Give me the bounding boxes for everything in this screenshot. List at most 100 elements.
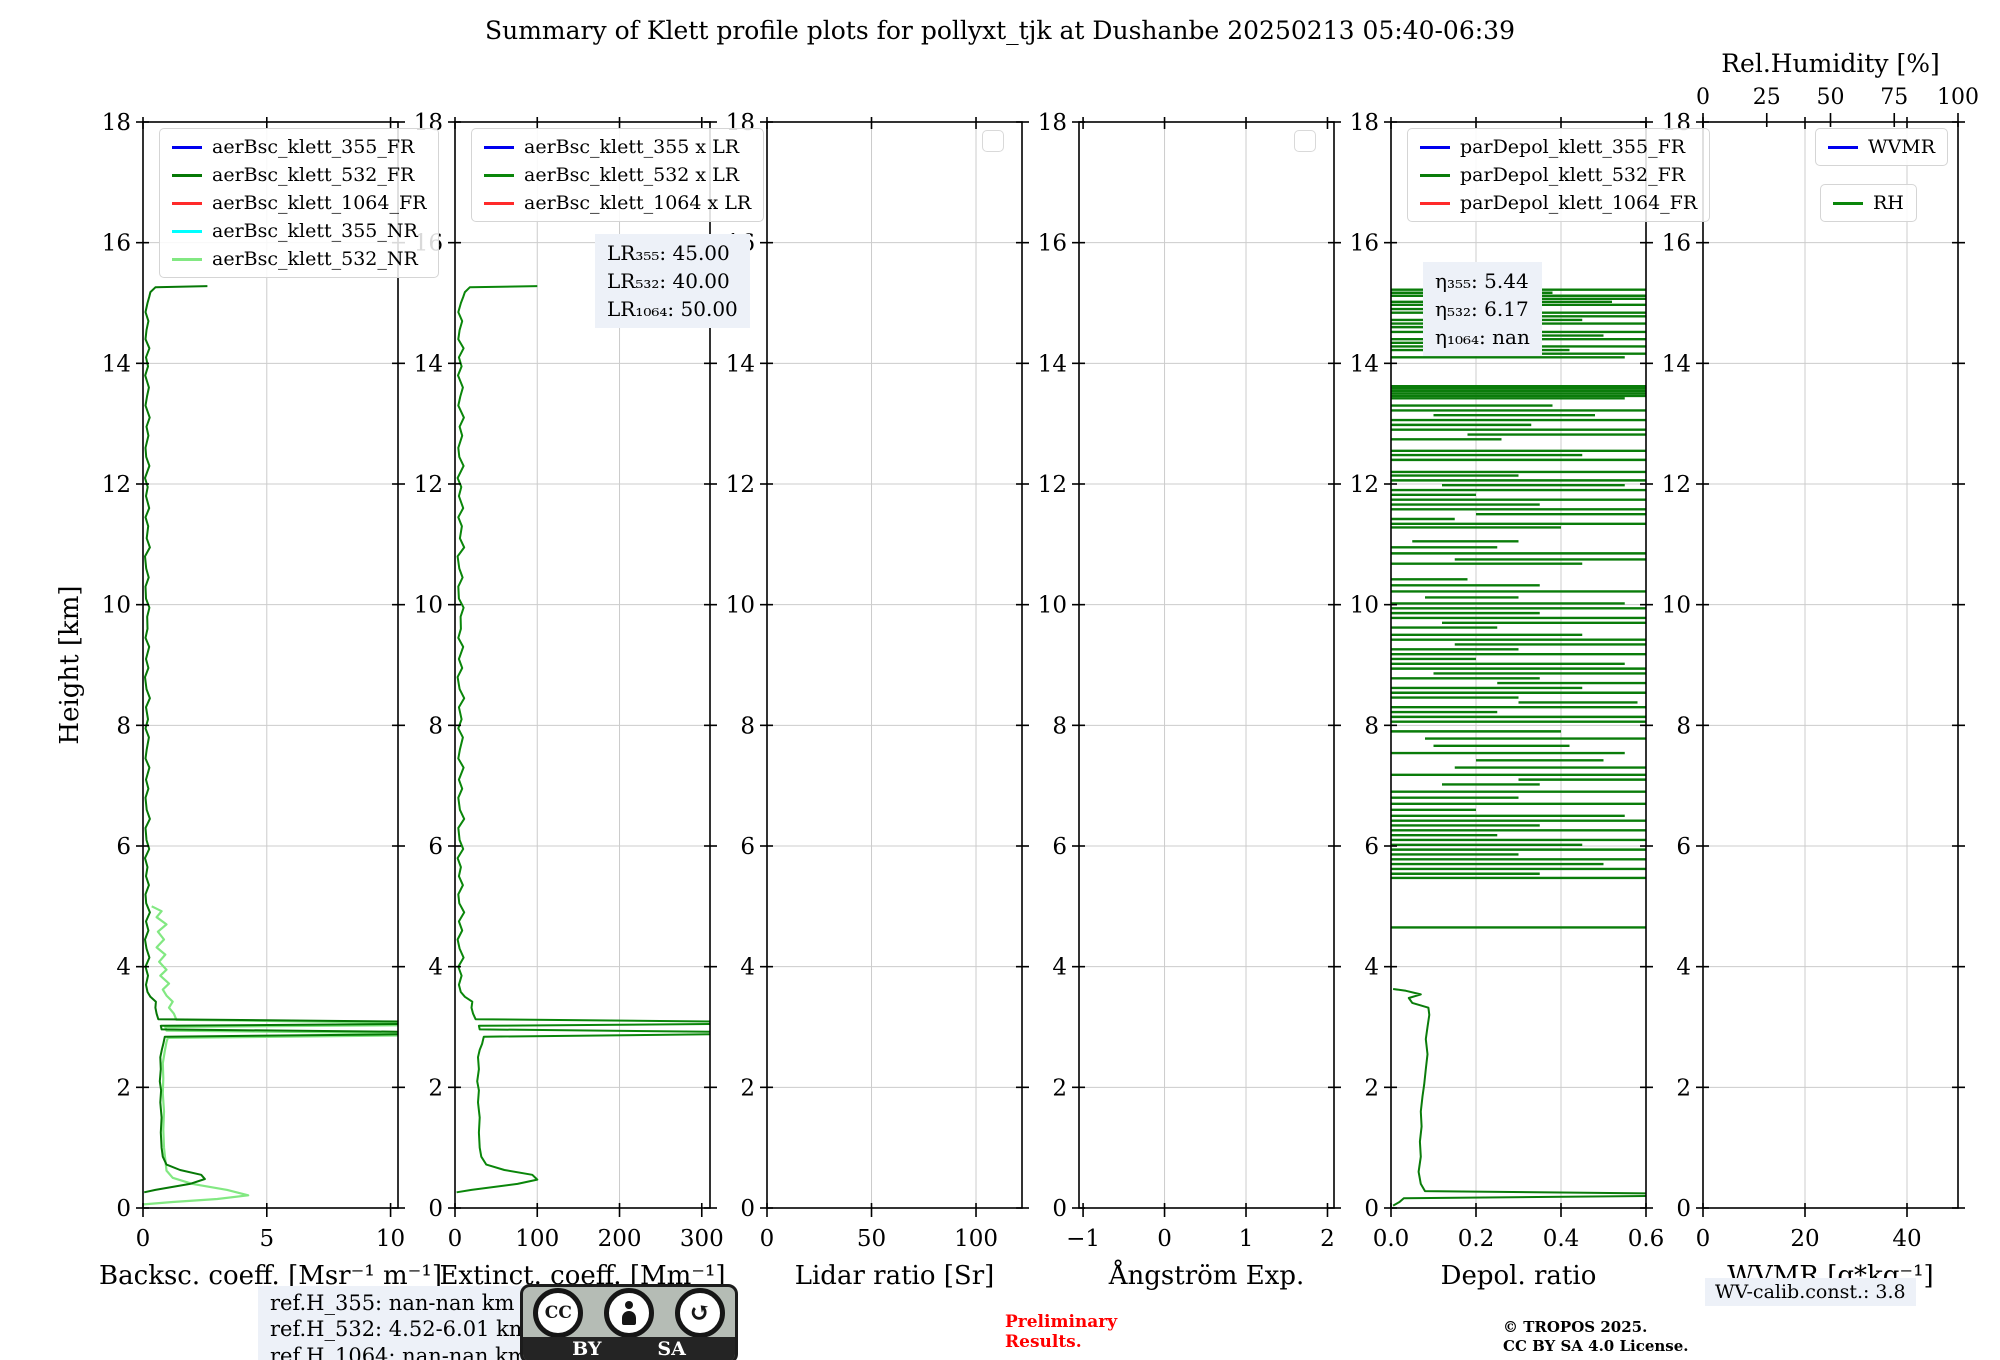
y-tick-label: 4 (1364, 955, 1379, 981)
y-tick-label: 8 (428, 713, 443, 739)
y-tick-label: 12 (1350, 472, 1379, 498)
y-tick-label: 2 (1676, 1075, 1691, 1101)
x-tick-label: 0 (760, 1226, 775, 1252)
y-tick-label: 6 (1364, 834, 1379, 860)
y-tick-label: 12 (726, 472, 755, 498)
y-tick-label: 10 (414, 593, 443, 619)
figure-title: Summary of Klett profile plots for polly… (485, 16, 1515, 45)
panel-lidar-ratio: 0 50 100 0 2 4 6 8 10 12 14 16 18 Lidar ratio [Sr] (726, 110, 1029, 1291)
y-tick-label: 14 (414, 351, 443, 377)
series-aerBsc_klett_532 x LR (456, 285, 710, 1194)
y-tick-label: 14 (1662, 351, 1691, 377)
y-tick-label: 14 (1038, 351, 1067, 377)
y-tick-label: 10 (726, 593, 755, 619)
y-tick-label: 8 (116, 713, 131, 739)
y-tick-label: 10 (1038, 593, 1067, 619)
ref-height-532: ref.H_532: 4.52-6.01 km (270, 1317, 529, 1342)
x-tick-label: 0 (1157, 1226, 1172, 1252)
ref-heights-annotation: ref.H_355: nan-nan km ref.H_532: 4.52-6.… (258, 1286, 541, 1360)
y-tick-label: 18 (1350, 110, 1379, 136)
y-tick-label: 14 (1350, 351, 1379, 377)
y-tick-label: 4 (740, 955, 755, 981)
x-tick-label: 300 (680, 1226, 724, 1252)
top-axis-tick-label: 100 (1937, 85, 1979, 110)
y-tick-label: 0 (428, 1196, 443, 1222)
y-tick-label: 6 (1052, 834, 1067, 860)
series-aerBsc_klett_532_NR (143, 905, 398, 1206)
panel-frame (1390, 121, 1647, 1209)
y-tick-label: 8 (740, 713, 755, 739)
ref-height-355: ref.H_355: nan-nan km (270, 1291, 515, 1315)
y-tick-label: 0 (1364, 1196, 1379, 1222)
y-tick-label: 16 (414, 231, 443, 257)
y-tick-label: 4 (1676, 955, 1691, 981)
x-tick-label: 0.6 (1628, 1226, 1665, 1252)
y-tick-label: 4 (1052, 955, 1067, 981)
y-tick-label: 8 (1676, 713, 1691, 739)
y-tick-label: 16 (102, 231, 131, 257)
series-parDepol_klett_532_FR (1392, 988, 1646, 1207)
x-tick-label: 1 (1239, 1226, 1254, 1252)
cc-by-sa-band: BY SA (523, 1337, 735, 1360)
y-tick-label: 2 (1052, 1075, 1067, 1101)
tropos-copyright: © TROPOS 2025. CC BY SA 4.0 License. (1503, 1318, 1689, 1355)
y-tick-label: 4 (116, 955, 131, 981)
cc-icons: CC ↺ (523, 1287, 735, 1338)
y-tick-label: 6 (116, 834, 131, 860)
x-tick-label: 50 (857, 1226, 886, 1252)
x-tick-label: 40 (1892, 1226, 1921, 1252)
top-axis-label: Rel.Humidity [%] (1721, 49, 1940, 78)
ref-height-1064: ref.H_1064: nan-nan km (270, 1343, 528, 1360)
y-tick-label: 10 (1350, 593, 1379, 619)
x-tick-label: 5 (259, 1226, 274, 1252)
panel-frame (454, 121, 711, 1209)
y-tick-label: 18 (726, 110, 755, 136)
panel-frame (1078, 121, 1335, 1209)
y-tick-label: 16 (726, 231, 755, 257)
x-tick-label: 0 (448, 1226, 463, 1252)
y-tick-label: 18 (414, 110, 443, 136)
preliminary-results-note: Preliminary Results. (1005, 1312, 1118, 1353)
y-tick-label: 6 (740, 834, 755, 860)
y-tick-label: 0 (740, 1196, 755, 1222)
y-tick-label: 6 (428, 834, 443, 860)
x-tick-label: 100 (515, 1226, 559, 1252)
top-axis-tick-label: 50 (1817, 85, 1845, 110)
x-axis-label-depol-ratio: Depol. ratio (1441, 1261, 1597, 1291)
y-tick-label: 12 (102, 472, 131, 498)
x-tick-label: 0.2 (1458, 1226, 1495, 1252)
cc-by-label: BY (572, 1338, 602, 1360)
y-tick-label: 6 (1676, 834, 1691, 860)
wv-calib-annotation: WV-calib.const.: 3.8 (1705, 1278, 1916, 1306)
x-tick-label: 0 (136, 1226, 151, 1252)
y-tick-label: 0 (1052, 1196, 1067, 1222)
top-axis-tick-label: 0 (1696, 85, 1710, 110)
y-tick-label: 0 (116, 1196, 131, 1222)
top-axis-tick-label: 25 (1753, 85, 1781, 110)
x-tick-label: 0.0 (1373, 1226, 1410, 1252)
x-tick-label: −1 (1066, 1226, 1100, 1252)
cc-icon: CC (533, 1288, 584, 1338)
panel-frame (142, 121, 399, 1209)
panel-depol-ratio: 0.0 0.2 0.4 0.6 0 2 4 6 8 10 12 14 16 18 Depol. ratio (1350, 110, 1665, 1291)
x-tick-label: 0.4 (1543, 1226, 1580, 1252)
y-tick-label: 16 (1662, 231, 1691, 257)
x-tick-label: 2 (1320, 1226, 1335, 1252)
cc-license-badge: CC ↺ BY SA (520, 1284, 738, 1360)
x-tick-label: 200 (598, 1226, 642, 1252)
y-tick-label: 4 (428, 955, 443, 981)
y-tick-label: 2 (116, 1075, 131, 1101)
cc-by-person-icon (603, 1288, 654, 1338)
y-tick-label: 16 (1038, 231, 1067, 257)
y-tick-label: 2 (428, 1075, 443, 1101)
y-tick-label: 10 (102, 593, 131, 619)
x-axis-label-angstroem: Ångström Exp. (1108, 1259, 1305, 1291)
y-tick-label: 0 (1676, 1196, 1691, 1222)
panel-frame (766, 121, 1023, 1209)
y-tick-label: 2 (1364, 1075, 1379, 1101)
top-axis-tick-label: 75 (1880, 85, 1908, 110)
